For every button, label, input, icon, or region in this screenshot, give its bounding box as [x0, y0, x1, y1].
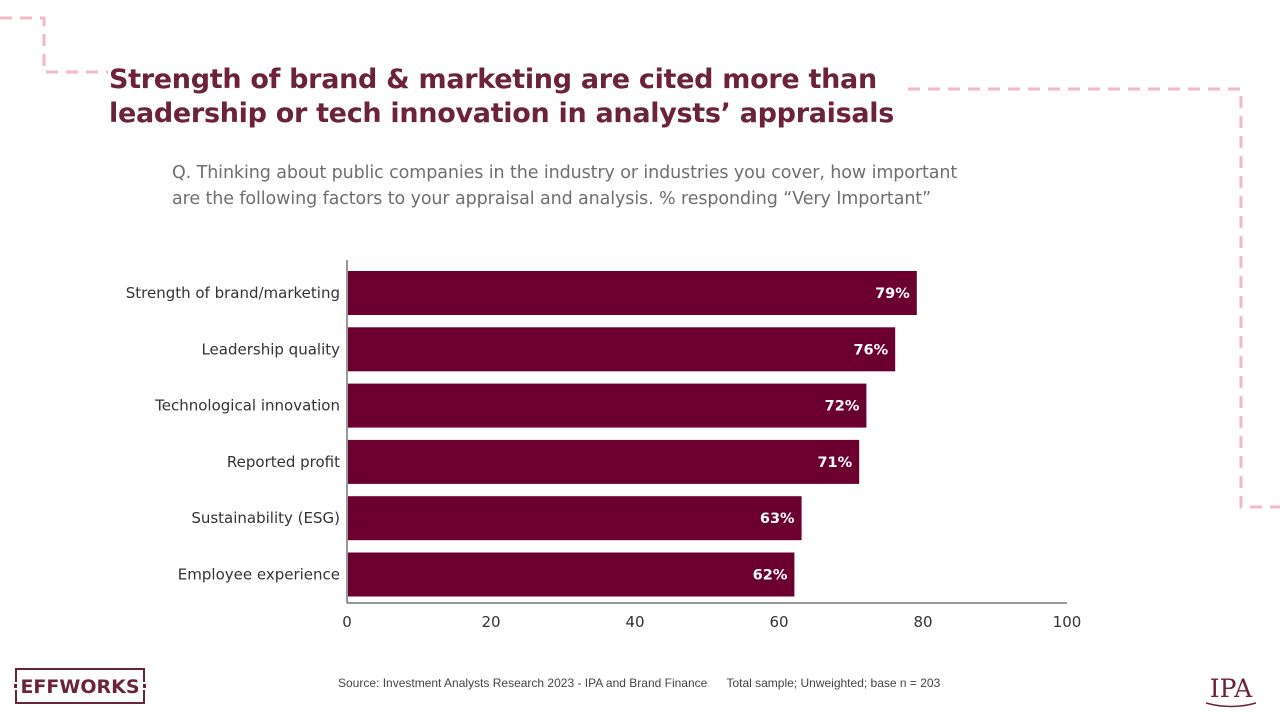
source-text: Source: Investment Analysts Research 202…: [338, 676, 708, 690]
x-tick-label: 40: [625, 613, 644, 631]
category-labels: Strength of brand/marketing Leadership qu…: [126, 284, 340, 584]
x-tick-label: 60: [769, 613, 788, 631]
x-axis-tick-labels: 0 20 40 60 80 100: [342, 613, 1081, 631]
data-label: 62%: [753, 568, 788, 584]
ipa-logo: IPA: [1205, 674, 1257, 708]
category-label: Employee experience: [178, 566, 340, 584]
data-label: 63%: [760, 511, 795, 527]
bar: [348, 327, 896, 372]
x-tick-label: 80: [913, 613, 932, 631]
data-label: 71%: [817, 455, 852, 471]
x-tick-label: 100: [1053, 613, 1082, 631]
sample-text: Total sample; Unweighted; base n = 203: [726, 676, 941, 690]
x-tick-label: 20: [481, 613, 500, 631]
bar: [348, 439, 860, 484]
source-footnote: Source: Investment Analysts Research 202…: [338, 676, 956, 690]
category-label: Leadership quality: [201, 340, 340, 358]
bar: [348, 552, 795, 597]
question-line-1: Q. Thinking about public companies in th…: [172, 163, 958, 183]
bar: [348, 271, 917, 315]
effworks-logo: EFFWORKS: [14, 668, 146, 704]
bar: [348, 496, 802, 541]
title-line-1: Strength of brand & marketing are cited …: [109, 64, 877, 95]
category-label: Sustainability (ESG): [191, 509, 340, 527]
category-label: Strength of brand/marketing: [126, 284, 340, 302]
svg-text:EFFWORKS: EFFWORKS: [20, 676, 139, 698]
x-tick-label: 0: [342, 613, 352, 631]
bar: [348, 383, 867, 428]
page-title: Strength of brand & marketing are cited …: [109, 63, 929, 131]
category-label: Technological innovation: [154, 397, 340, 415]
survey-question: Q. Thinking about public companies in th…: [172, 160, 1092, 212]
svg-text:IPA: IPA: [1210, 674, 1253, 703]
data-label: 72%: [825, 399, 860, 415]
data-labels: 79% 76% 72% 71% 63% 62%: [753, 286, 911, 584]
category-label: Reported profit: [227, 453, 340, 471]
bar-series: [348, 271, 917, 597]
data-label: 76%: [853, 342, 888, 358]
title-line-2: leadership or tech innovation in analyst…: [109, 98, 895, 129]
data-label: 79%: [875, 286, 910, 302]
question-line-2: are the following factors to your apprai…: [172, 189, 932, 209]
